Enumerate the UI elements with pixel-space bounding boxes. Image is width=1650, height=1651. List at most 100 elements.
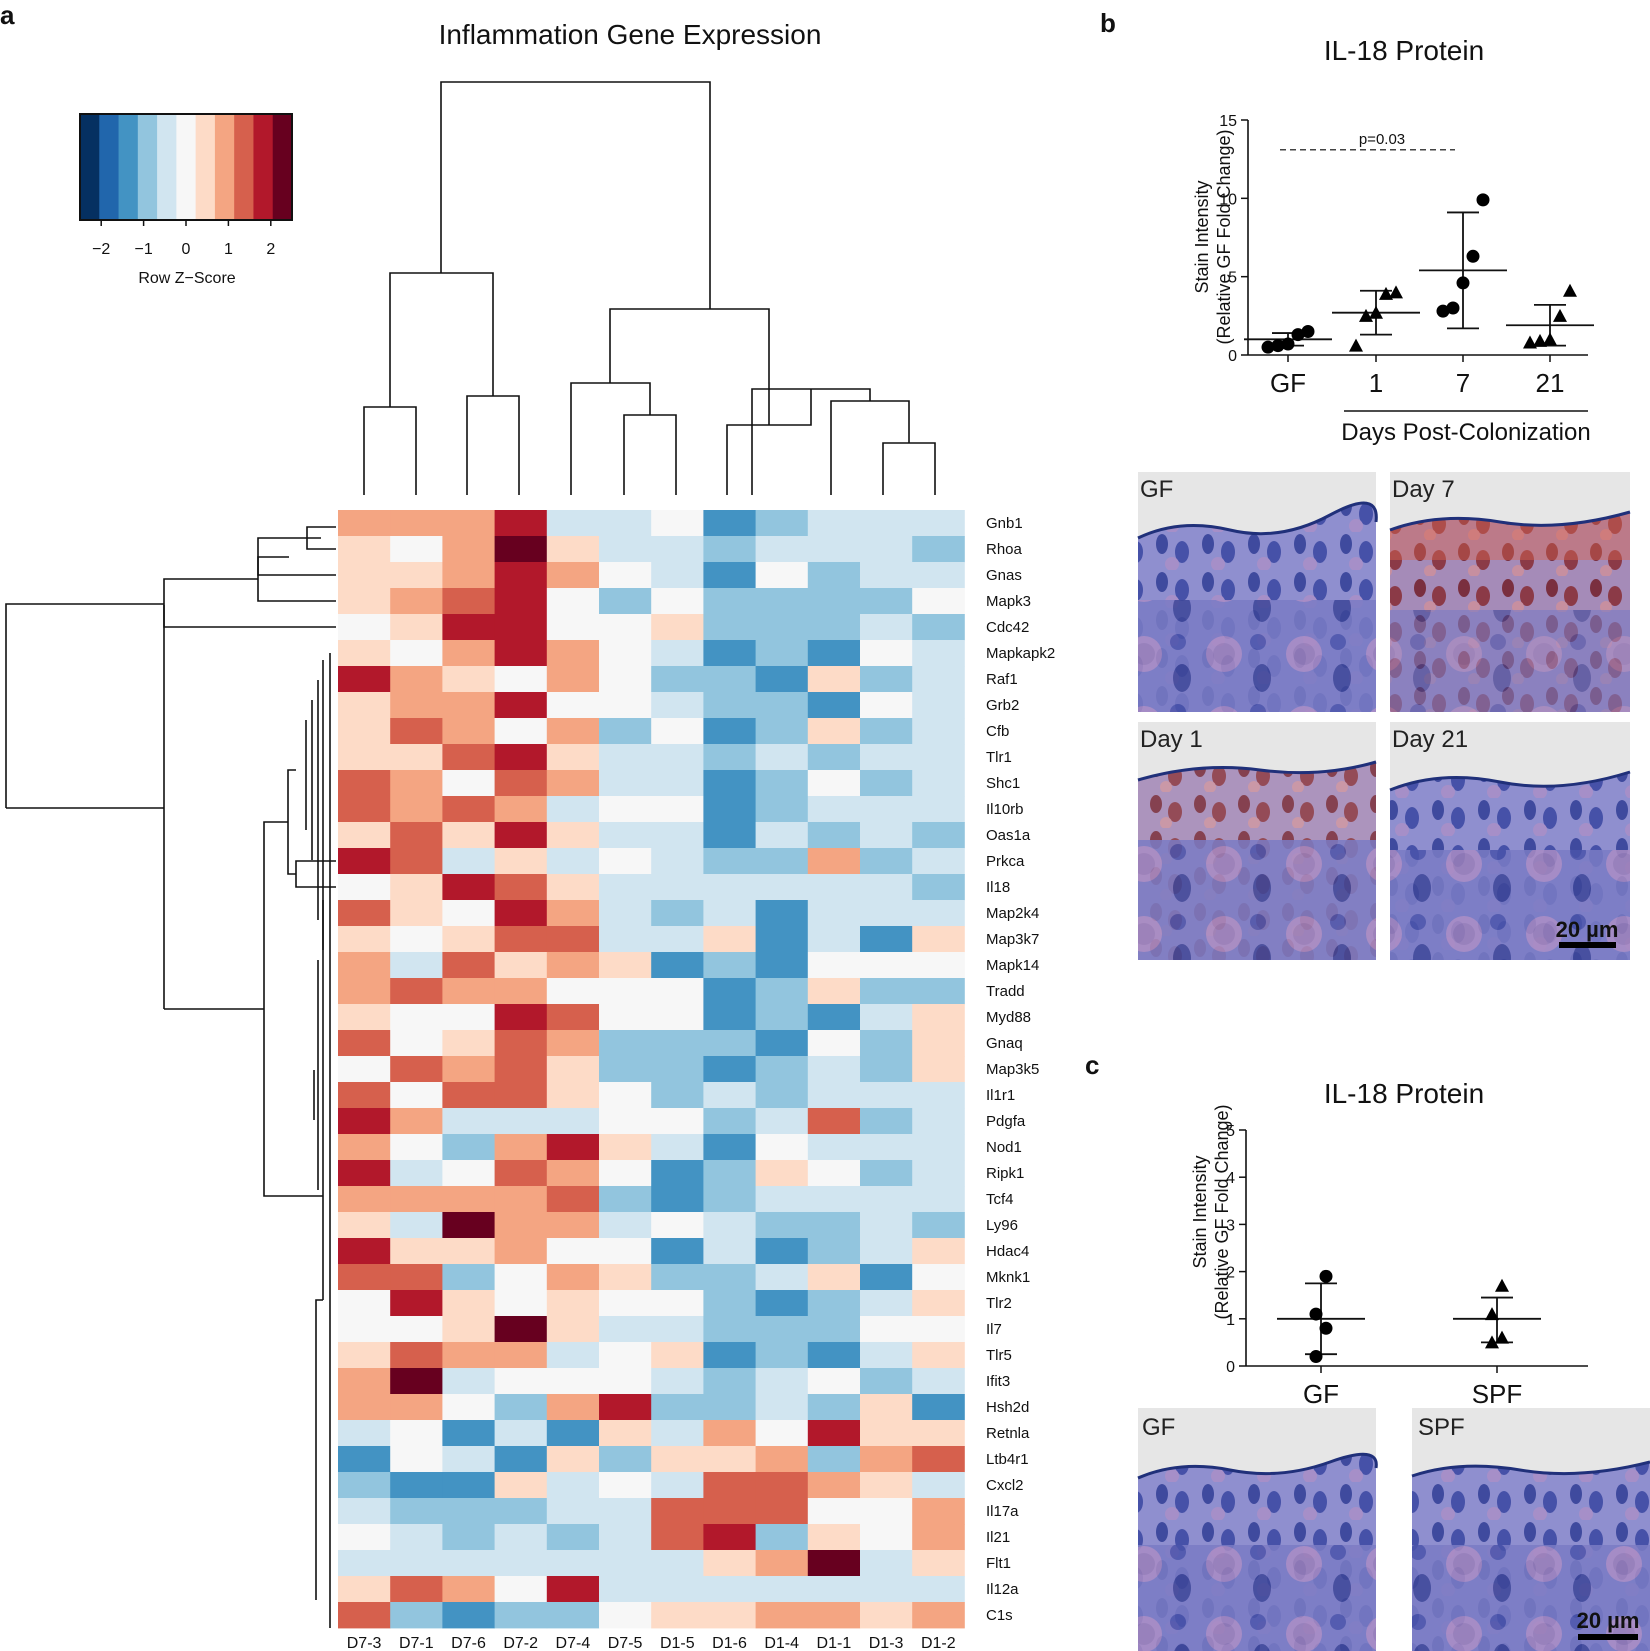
gene-label: Mapk3 bbox=[986, 593, 1031, 610]
heatmap-cell bbox=[390, 1498, 443, 1525]
sample-label: D7-2 bbox=[503, 1635, 538, 1651]
heatmap-cell bbox=[703, 1576, 756, 1603]
heatmap-cell bbox=[546, 952, 600, 979]
heatmap-cell bbox=[860, 900, 913, 927]
y-tick-label: 5 bbox=[1228, 270, 1237, 287]
heatmap-cell bbox=[390, 1394, 443, 1421]
heatmap-cell bbox=[494, 1602, 548, 1629]
heatmap-cell bbox=[546, 1290, 600, 1317]
heatmap-cell bbox=[599, 848, 652, 875]
heatmap-cell bbox=[912, 1602, 965, 1629]
micrograph-day7: Day 7 bbox=[1389, 472, 1631, 712]
heatmap-cell bbox=[599, 614, 652, 641]
color-key-swatch bbox=[157, 114, 177, 220]
heatmap-cell bbox=[494, 718, 548, 745]
heatmap-cell bbox=[338, 1498, 391, 1525]
color-key-tick-label: −1 bbox=[134, 241, 152, 258]
data-point-triangle bbox=[1349, 338, 1363, 352]
heatmap-cell bbox=[860, 1472, 913, 1499]
heatmap-cell bbox=[494, 1342, 548, 1369]
heatmap-cell bbox=[912, 1264, 965, 1291]
gene-label: Mknk1 bbox=[986, 1269, 1030, 1286]
heatmap-cell bbox=[390, 692, 443, 719]
heatmap-cell bbox=[912, 1342, 965, 1369]
significance-label: p=0.03 bbox=[1359, 131, 1405, 148]
heatmap-cell bbox=[338, 822, 391, 849]
gene-label: Tlr2 bbox=[986, 1295, 1012, 1312]
heatmap-cell bbox=[703, 588, 756, 615]
gene-label: Il21 bbox=[986, 1529, 1010, 1546]
heatmap-cell bbox=[651, 1264, 704, 1291]
heatmap-cell bbox=[755, 692, 809, 719]
heatmap-cell bbox=[599, 1264, 652, 1291]
heatmap-cell bbox=[338, 562, 391, 589]
color-key-title: Row Z−Score bbox=[138, 270, 235, 287]
heatmap-cell bbox=[651, 1290, 704, 1317]
heatmap-cell bbox=[599, 562, 652, 589]
heatmap-cell bbox=[494, 1264, 548, 1291]
heatmap-cell bbox=[599, 640, 652, 667]
micrograph-label: GF bbox=[1142, 1414, 1175, 1441]
heatmap-cell bbox=[703, 562, 756, 589]
heatmap-cell bbox=[807, 926, 861, 953]
heatmap-cell bbox=[807, 1498, 861, 1525]
heatmap-cell bbox=[599, 1030, 652, 1057]
gene-label: Il7 bbox=[986, 1321, 1002, 1338]
heatmap-cell bbox=[703, 1264, 756, 1291]
heatmap-cell bbox=[703, 796, 756, 823]
heatmap-cell bbox=[599, 666, 652, 693]
heatmap-cell bbox=[755, 1420, 809, 1447]
heatmap-cell bbox=[912, 1160, 965, 1187]
color-key-swatch bbox=[195, 114, 216, 220]
heatmap-cell bbox=[912, 848, 965, 875]
gene-label: Il12a bbox=[986, 1581, 1019, 1598]
gene-label: Ripk1 bbox=[986, 1165, 1024, 1182]
panel-label-b: b bbox=[1100, 8, 1116, 38]
heatmap-cell bbox=[546, 1186, 600, 1213]
heatmap-cell bbox=[912, 588, 965, 615]
heatmap-cell bbox=[494, 1056, 548, 1083]
heatmap-cell bbox=[755, 1550, 809, 1577]
heatmap-cell bbox=[390, 1290, 443, 1317]
heatmap-cell bbox=[651, 1160, 704, 1187]
heatmap-cell bbox=[755, 1108, 809, 1135]
heatmap-cell bbox=[755, 1004, 809, 1031]
micrograph-label: Day 1 bbox=[1140, 726, 1203, 753]
data-point-circle bbox=[1456, 276, 1470, 290]
heatmap-cell bbox=[599, 536, 652, 563]
heatmap-cell bbox=[546, 614, 600, 641]
heatmap-cell bbox=[755, 978, 809, 1005]
heatmap-cell bbox=[755, 770, 809, 797]
heatmap-cell bbox=[703, 692, 756, 719]
heatmap-cell bbox=[599, 926, 652, 953]
heatmap-cell bbox=[599, 588, 652, 615]
heatmap-cell bbox=[807, 1550, 861, 1577]
heatmap-cell bbox=[703, 900, 756, 927]
heatmap-cell bbox=[860, 1082, 913, 1109]
heatmap-cell bbox=[860, 874, 913, 901]
gene-label: Hdac4 bbox=[986, 1243, 1029, 1260]
heatmap-cell bbox=[807, 1186, 861, 1213]
heatmap-cell bbox=[912, 1394, 965, 1421]
heatmap-cell bbox=[807, 1602, 861, 1629]
heatmap-cell bbox=[338, 588, 391, 615]
heatmap-cell bbox=[599, 1550, 652, 1577]
heatmap-cell bbox=[442, 848, 495, 875]
heatmap-cell bbox=[546, 640, 600, 667]
gene-label: Cxcl2 bbox=[986, 1477, 1024, 1494]
heatmap-cell bbox=[442, 1212, 495, 1239]
heatmap-cell bbox=[442, 562, 495, 589]
heatmap-cell bbox=[494, 1082, 548, 1109]
heatmap-cell bbox=[494, 536, 548, 563]
row-dendro-branch bbox=[5, 603, 164, 808]
heatmap-cell bbox=[755, 510, 809, 537]
heatmap-cell bbox=[755, 926, 809, 953]
heatmap-cell bbox=[494, 1004, 548, 1031]
panel-c-ylabel-line2: (Relative GF Fold Change) bbox=[1212, 1104, 1232, 1319]
color-key-swatch bbox=[214, 114, 235, 220]
heatmap-cell bbox=[599, 1524, 652, 1551]
panel-b-ylabel-line1: Stain Intensity bbox=[1192, 180, 1212, 293]
gene-label: Ifit3 bbox=[986, 1373, 1010, 1390]
heatmap-cell bbox=[546, 1472, 600, 1499]
heatmap-cell bbox=[599, 1368, 652, 1395]
